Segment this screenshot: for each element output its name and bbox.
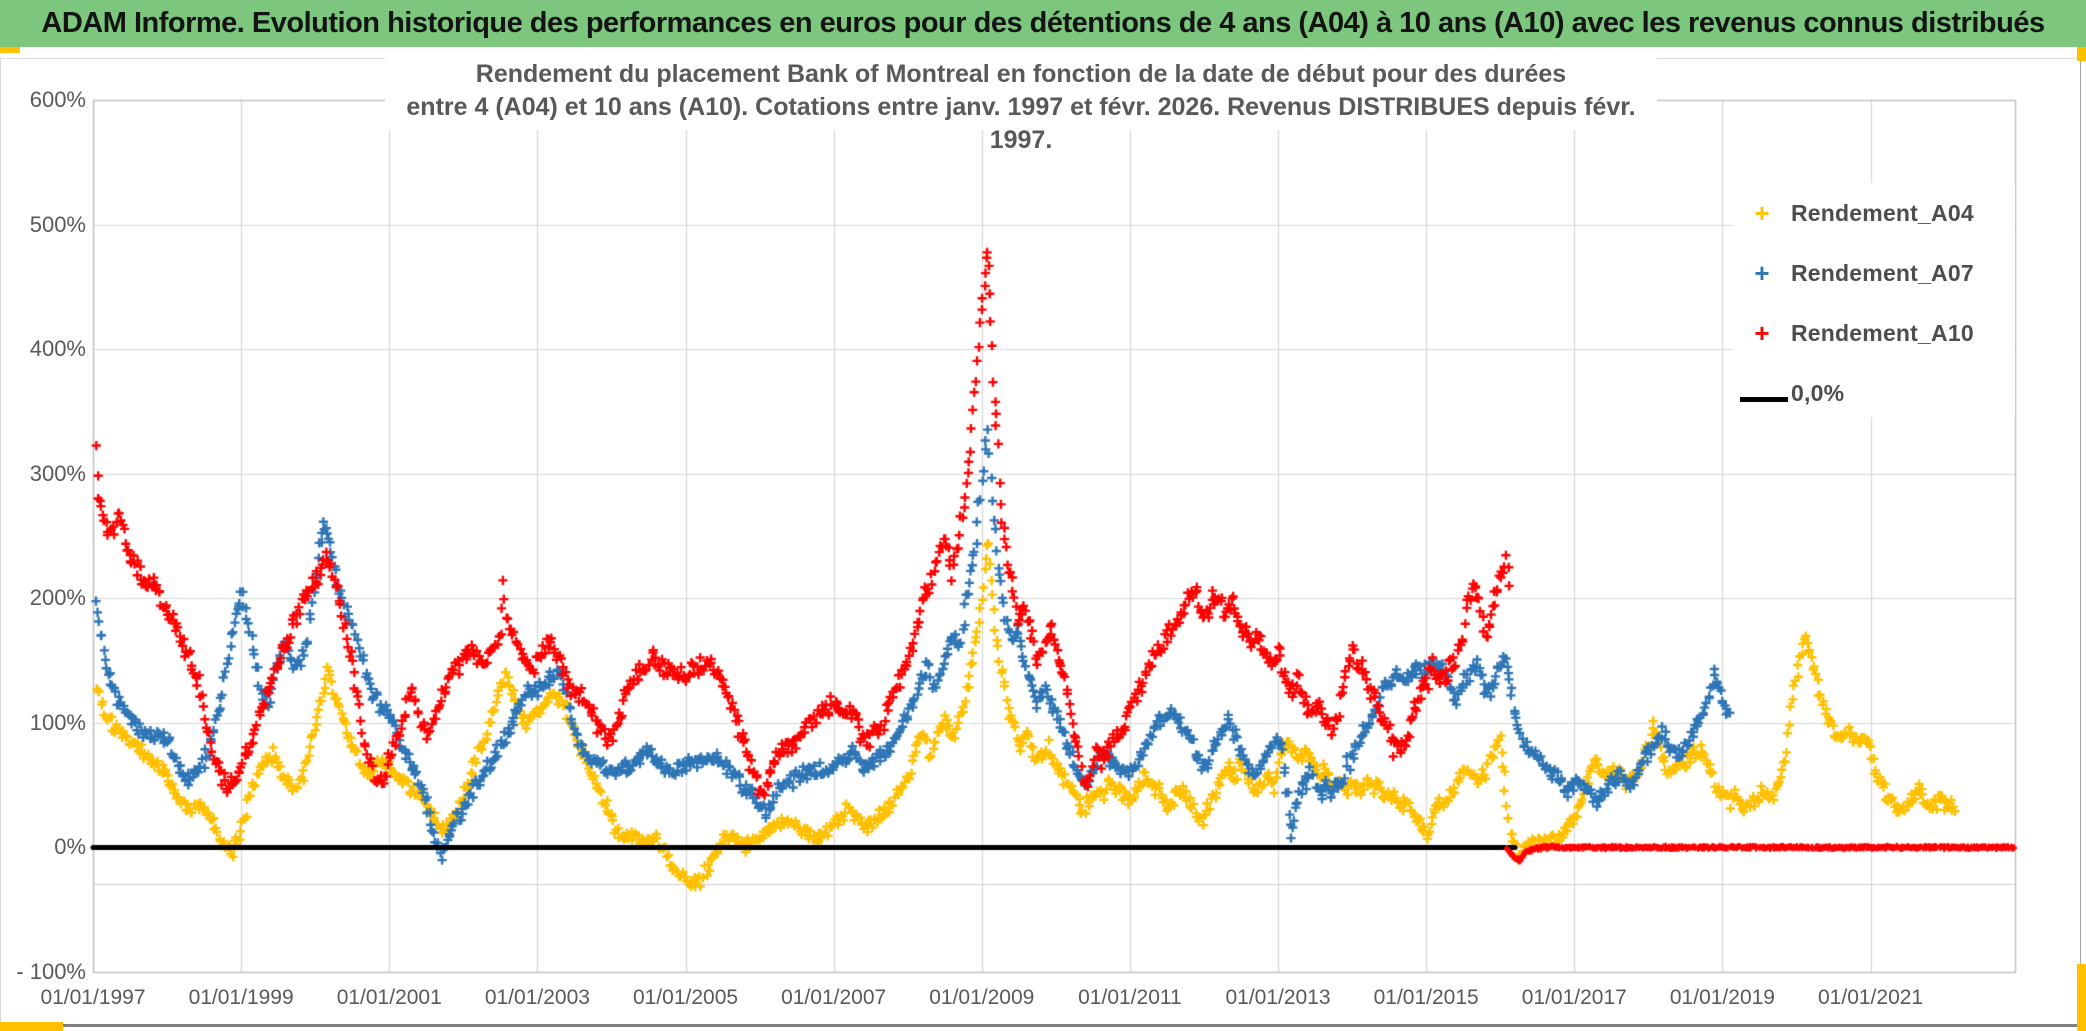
- y-tick-label: 200%: [29, 585, 86, 611]
- y-tick-label: 600%: [29, 87, 86, 112]
- legend-plus-marker-icon: +: [1754, 258, 1770, 288]
- legend-label: Rendement_A10: [1791, 319, 1974, 346]
- x-tick-label: 01/01/1997: [40, 986, 146, 1009]
- legend-item-rendement-a04: + Rendement_A04: [1733, 183, 2015, 243]
- x-tick-label: 01/01/2001: [336, 986, 442, 1009]
- legend-item-0-0-: 0,0%: [1733, 363, 2015, 423]
- y-tick-label: 400%: [29, 336, 86, 362]
- chart-title-line1: Rendement du placement Bank of Montreal …: [475, 60, 1567, 88]
- x-tick-label: 01/01/2019: [1669, 986, 1775, 1009]
- x-tick-label: 01/01/2017: [1521, 986, 1627, 1009]
- y-tick-label: 100%: [29, 709, 86, 735]
- x-tick-label: 01/01/2005: [632, 986, 739, 1009]
- legend-item-rendement-a10: + Rendement_A10: [1733, 303, 2015, 363]
- chart-title-line2: entre 4 (A04) et 10 ans (A10). Cotations…: [406, 93, 1636, 154]
- y-tick-label: 0%: [54, 834, 86, 860]
- x-tick-label: 01/01/2007: [781, 986, 887, 1009]
- x-tick-label: 01/01/2003: [484, 986, 590, 1009]
- x-tick-label: 01/01/2011: [1078, 986, 1182, 1009]
- legend: + Rendement_A04 + Rendement_A07 + Rendement_A…: [1733, 183, 2015, 417]
- legend-label: Rendement_A07: [1791, 259, 1974, 286]
- x-tick-label: 01/01/2013: [1225, 986, 1331, 1009]
- x-tick-label: 01/01/2009: [929, 986, 1035, 1009]
- legend-line-marker: [1733, 380, 1791, 406]
- legend-plus-marker-icon: +: [1754, 318, 1770, 348]
- legend-label: Rendement_A04: [1791, 199, 1974, 226]
- y-tick-label: 300%: [29, 460, 86, 486]
- y-tick-label: 500%: [29, 211, 86, 237]
- y-tick-label: - 100%: [16, 959, 86, 984]
- x-tick-label: 01/01/2015: [1373, 986, 1479, 1009]
- legend-plus-marker-icon: +: [1754, 198, 1770, 228]
- x-tick-label: 01/01/2021: [1818, 986, 1924, 1009]
- legend-label: 0,0%: [1791, 379, 1845, 406]
- legend-item-rendement-a07: + Rendement_A07: [1733, 243, 2015, 303]
- x-tick-label: 01/01/1999: [188, 986, 294, 1009]
- chart-title: Rendement du placement Bank of Montreal …: [385, 56, 1657, 154]
